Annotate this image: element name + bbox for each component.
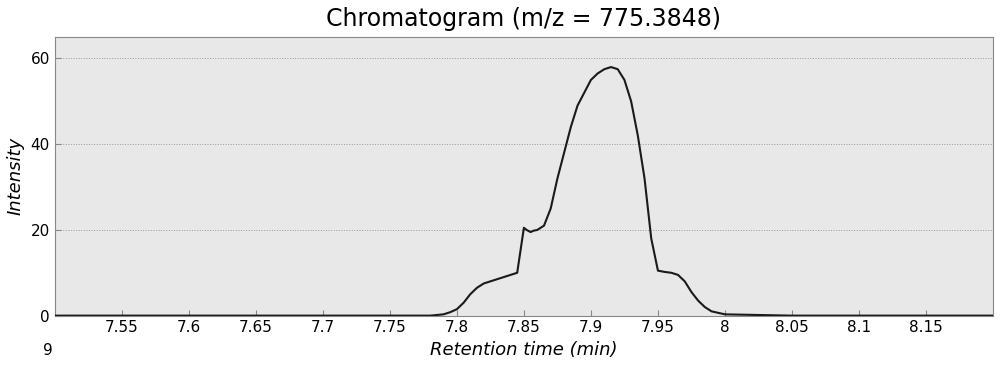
Title: Chromatogram (m/z = 775.3848): Chromatogram (m/z = 775.3848) (326, 7, 721, 31)
X-axis label: Retention time (min): Retention time (min) (430, 341, 618, 359)
Bar (55, 37, 993, 315)
Text: 9: 9 (43, 344, 53, 359)
Y-axis label: Intensity: Intensity (7, 137, 25, 216)
